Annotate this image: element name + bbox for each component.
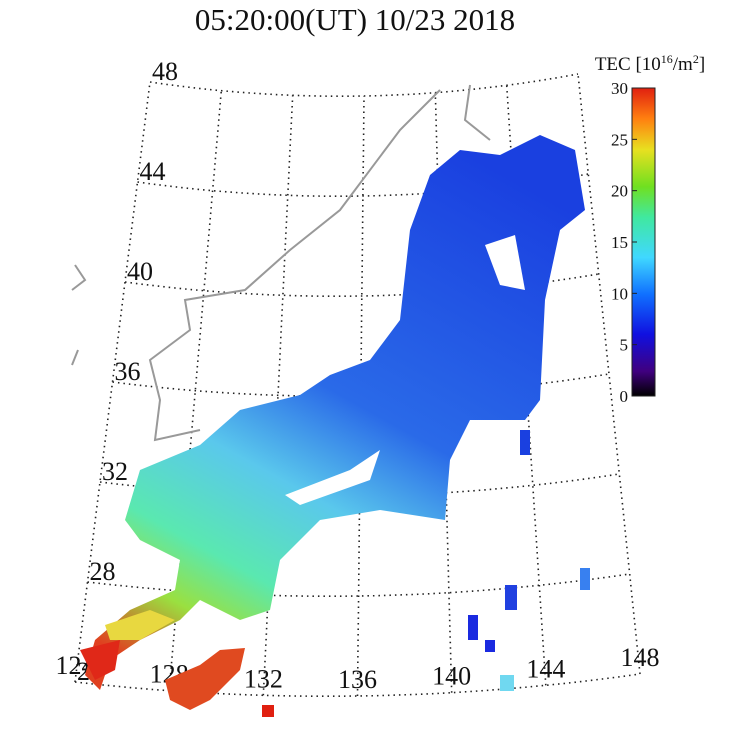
- title: 05:20:00(UT) 10/23 2018: [195, 2, 515, 37]
- colorbar-tick-label: 15: [611, 233, 628, 252]
- colorbar-tick-label: 5: [620, 336, 629, 355]
- latitude-line: [124, 273, 599, 297]
- longitude-label: 140: [432, 662, 471, 691]
- label-exponent: 2: [693, 52, 699, 66]
- label-part: /m: [673, 54, 693, 75]
- longitude-label: 148: [621, 643, 660, 672]
- colorbar-tick-label: 0: [620, 387, 629, 406]
- latitude-label: 32: [102, 457, 128, 486]
- label-exponent: 16: [661, 52, 673, 66]
- longitude-label: 132: [244, 664, 283, 693]
- longitude-line: [356, 95, 365, 697]
- colorbar-label: TEC [1016/m2]: [595, 52, 705, 75]
- colorbar-tick-label: 10: [611, 284, 628, 303]
- longitude-line: [434, 92, 453, 693]
- label-part: ]: [699, 54, 705, 75]
- latitude-label: 40: [127, 257, 153, 286]
- longitude-label: 136: [338, 665, 377, 694]
- colorbar-tick-label: 25: [611, 130, 628, 149]
- latitude-label: 28: [90, 557, 116, 586]
- latitude-line: [137, 173, 589, 197]
- latitude-label: 36: [115, 357, 141, 386]
- latitude-label: 44: [140, 157, 166, 186]
- longitude-label: 144: [526, 654, 565, 683]
- colorbar-tick-label: 20: [611, 182, 628, 201]
- coastlines: [71, 84, 491, 442]
- label-part: TEC [10: [595, 54, 661, 75]
- latitude-line: [149, 73, 579, 97]
- tec-coverage: [80, 135, 590, 717]
- colorbar: TEC [1016/m2]: [595, 52, 705, 397]
- colorbar-tick-label: 30: [611, 79, 628, 98]
- latitude-label: 48: [152, 57, 178, 86]
